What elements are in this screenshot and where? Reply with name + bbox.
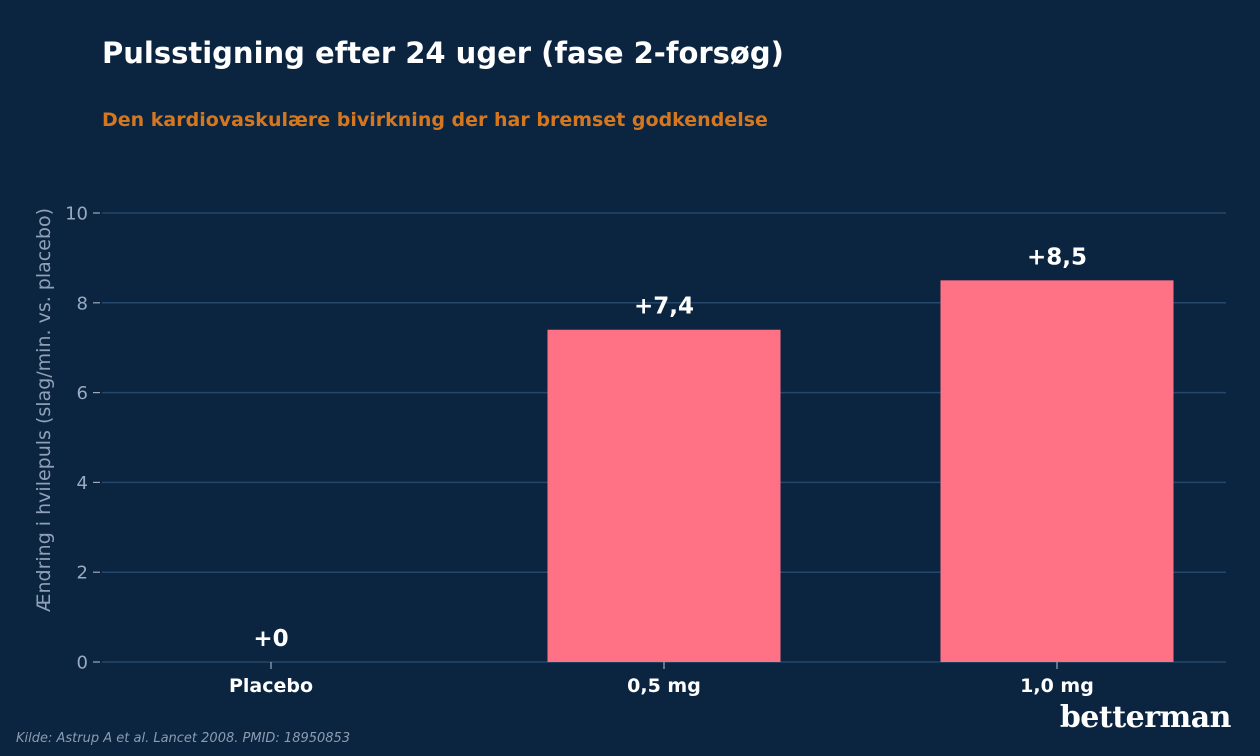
x-tick-label: 0,5 mg — [627, 675, 701, 697]
y-axis-label: Ændring i hvilepuls (slag/min. vs. place… — [33, 208, 55, 612]
y-tick-label: 0 — [77, 653, 88, 674]
bar — [547, 329, 781, 662]
bar-value-label: +7,4 — [634, 294, 694, 320]
source-note: Kilde: Astrup A et al. Lancet 2008. PMID… — [16, 731, 351, 746]
y-tick-label: 4 — [77, 473, 88, 494]
brand-logo: betterman — [1059, 700, 1232, 735]
x-tick-label: Placebo — [229, 675, 313, 697]
y-tick-label: 8 — [77, 293, 88, 314]
y-tick-label: 2 — [77, 563, 88, 584]
x-axis-ticks: Placebo 0,5 mg 1,0 mg — [229, 662, 1094, 697]
y-tick-label: 6 — [77, 383, 88, 404]
chart-subtitle: Den kardiovaskulære bivirkning der har b… — [102, 109, 768, 131]
chart-title: Pulsstigning efter 24 uger (fase 2-forsø… — [102, 36, 784, 70]
bar-value-label: +0 — [253, 626, 288, 652]
bars — [547, 280, 1174, 662]
y-tick-label: 10 — [65, 204, 88, 225]
value-labels: +0 +7,4 +8,5 — [253, 244, 1087, 652]
bar-value-label: +8,5 — [1027, 244, 1087, 270]
x-tick-label: 1,0 mg — [1020, 675, 1094, 697]
y-axis-ticks: 0 2 4 6 8 10 — [65, 204, 100, 674]
bar — [940, 280, 1174, 662]
